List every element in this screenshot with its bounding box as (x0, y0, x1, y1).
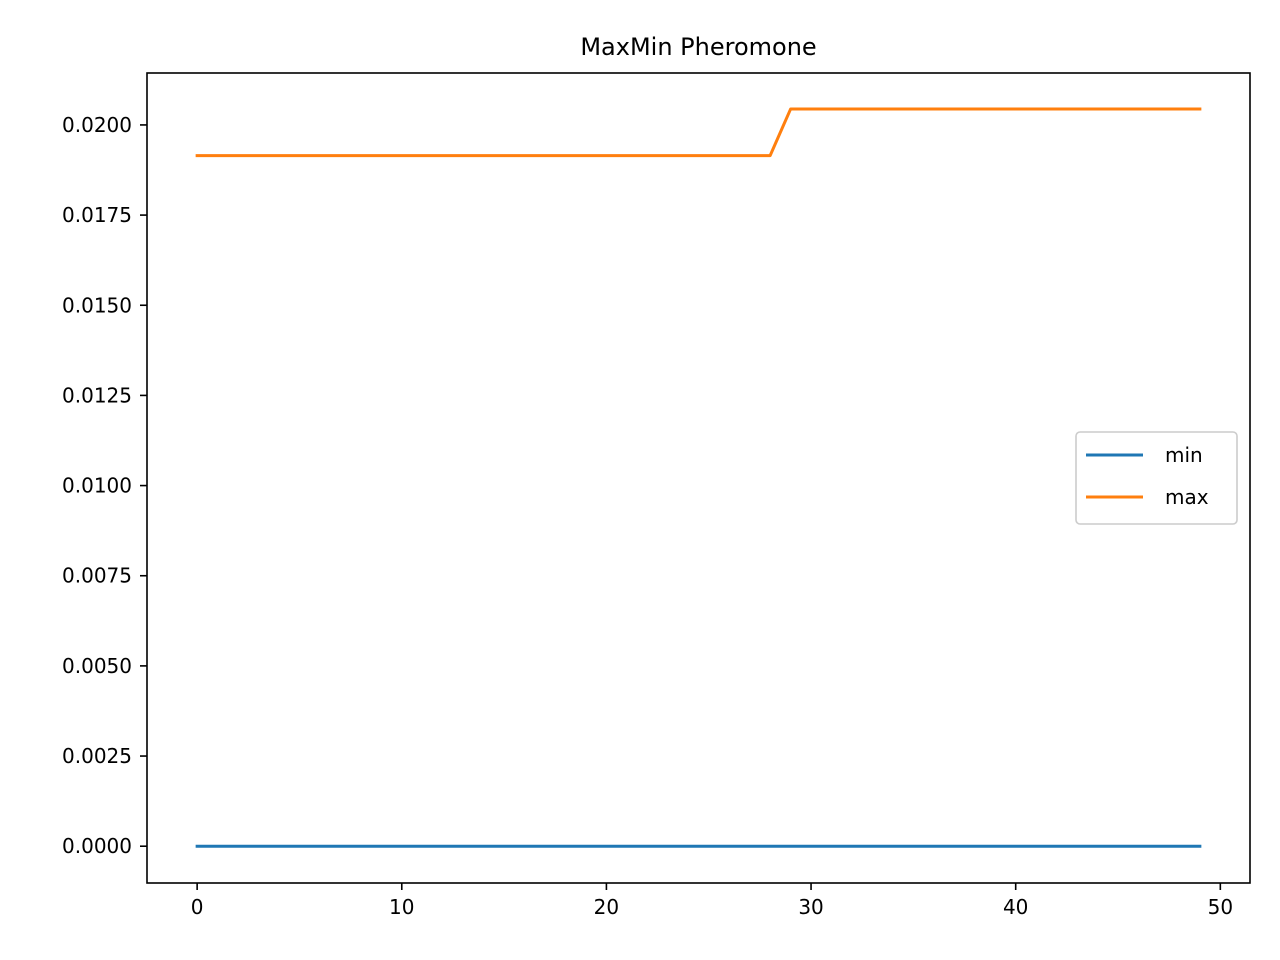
y-tick-label: 0.0125 (62, 383, 132, 407)
y-tick-label: 0.0200 (62, 113, 132, 137)
y-tick-label: 0.0175 (62, 203, 132, 227)
x-tick-label: 0 (191, 895, 204, 919)
y-tick-label: 0.0000 (62, 834, 132, 858)
ticks-layer: 0 10 20 30 40 50 0.0000 0.0025 0.0050 0.0075 0.010… (62, 113, 1233, 919)
x-tick-label: 30 (798, 895, 823, 919)
plot-frame (146, 72, 1251, 884)
y-tick-label: 0.0075 (62, 564, 132, 588)
x-tick-label: 20 (594, 895, 619, 919)
series-line-max (195, 107, 1202, 158)
y-tick-label: 0.0050 (62, 654, 132, 678)
legend: min max (1075, 431, 1238, 525)
series-layer (195, 107, 1202, 848)
y-tick-label: 0.0100 (62, 474, 132, 498)
y-tick-label: 0.0150 (62, 293, 132, 317)
y-tick-label: 0.0025 (62, 744, 132, 768)
chart-title: MaxMin Pheromone (580, 33, 816, 61)
x-tick-label: 10 (389, 895, 414, 919)
legend-label-min: min (1165, 443, 1203, 467)
x-tick-label: 40 (1003, 895, 1028, 919)
legend-label-max: max (1165, 485, 1209, 509)
legend-box (1075, 431, 1238, 525)
x-tick-label: 50 (1208, 895, 1233, 919)
